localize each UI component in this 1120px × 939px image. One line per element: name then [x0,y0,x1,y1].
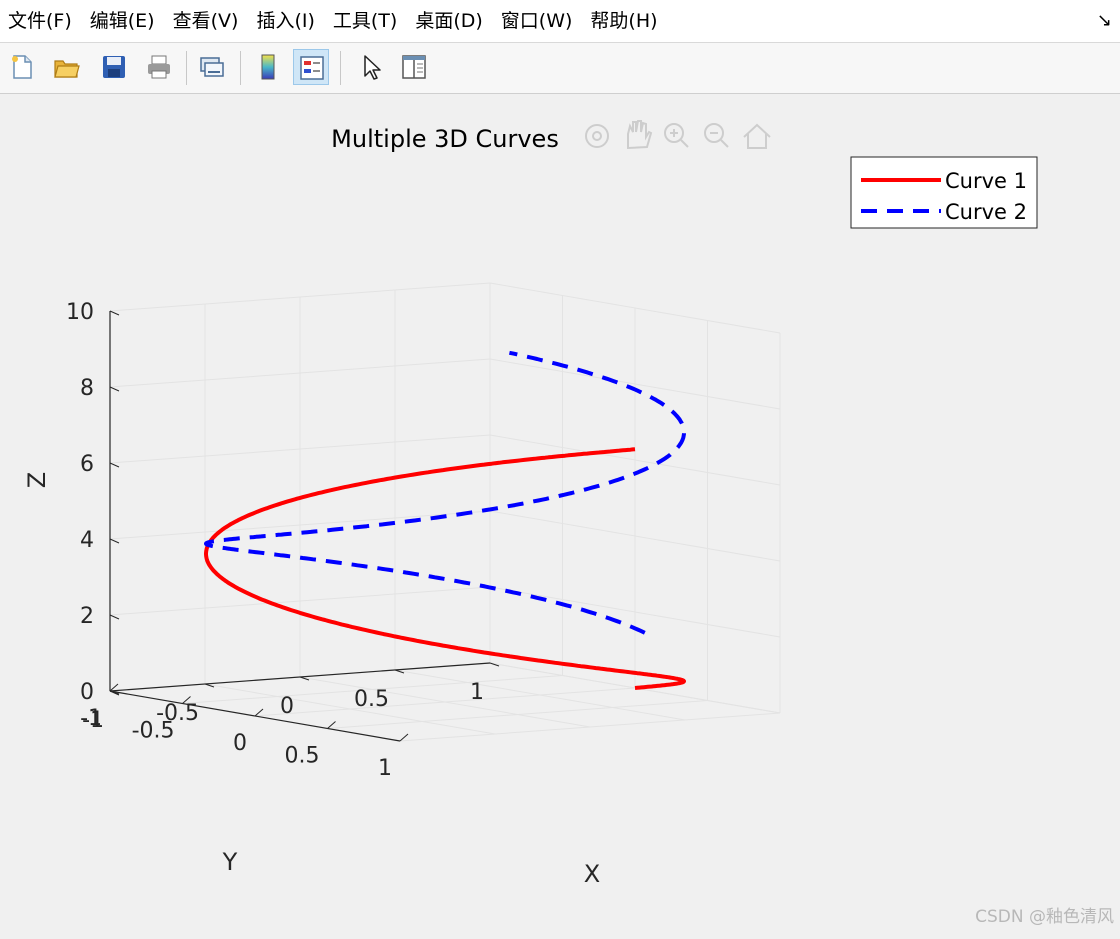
curve-2 [204,350,686,635]
curve-1 [204,447,686,690]
grid-line [109,434,491,464]
y-tick-label: 0.5 [354,687,389,712]
menu-desktop[interactable]: 桌面(D) [415,10,483,32]
y-tick-mark [204,683,215,688]
grid-line [489,282,781,334]
axes-toolbar [585,120,771,150]
grid-line [489,358,781,410]
menu-tools[interactable]: 工具(T) [332,10,398,32]
x-tick-mark [399,733,409,742]
y-tick-mark [299,676,310,681]
toolbar-separator [240,51,241,85]
z-tick-label: 0 [80,680,94,705]
legend-box [850,156,1038,229]
y-tick-label: -0.5 [156,701,199,726]
y-tick-mark [489,662,500,667]
open-file-icon[interactable] [49,49,85,85]
x-tick-label: -0.5 [132,719,175,744]
menu-view[interactable]: 查看(V) [172,10,239,32]
legend-label-curve-1: Curve 1 [945,169,1027,193]
x-tick-label: -1 [80,706,102,731]
grid-line [109,586,491,616]
axes-box [109,310,500,742]
x-tick-mark [109,683,119,692]
z-tick-label: 6 [80,452,94,477]
save-icon[interactable] [96,49,132,85]
grid-line [489,586,781,638]
menu-edit[interactable]: 编辑(E) [89,10,155,32]
x-tick-label: 0.5 [285,744,320,769]
grid-line [489,510,781,562]
chart-title: Multiple 3D Curves [331,125,559,153]
colorbar-icon[interactable] [250,49,286,85]
x-tick-label: 0 [233,731,247,756]
home-icon[interactable] [743,123,771,149]
x-axis-label: X [584,860,600,888]
grid-line [299,676,591,728]
z-tick-label: 10 [66,300,94,325]
z-tick-label: 2 [80,604,94,629]
grid-line [489,434,781,486]
grid-line [109,282,491,312]
figure-toolbar [0,43,1120,94]
grid-line [394,669,686,721]
pan-icon[interactable] [627,120,653,150]
zoom-in-icon[interactable] [664,123,689,148]
watermark: CSDN @釉色清风 [975,907,1114,927]
x-tick-mark [254,708,264,717]
curve-layer [204,350,686,690]
grid-line [204,683,496,735]
z-axis-label: Z [23,472,51,488]
menu-help[interactable]: 帮助(H) [590,10,658,32]
edit-plot-pointer-icon[interactable] [353,49,389,85]
z-tick-mark [109,386,120,392]
z-tick-mark [109,310,120,316]
z-tick-label: 8 [80,376,94,401]
new-figure-icon[interactable] [4,49,40,85]
zoom-out-icon[interactable] [704,123,729,148]
z-tick-mark [109,538,120,544]
z-tick-label: 4 [80,528,94,553]
grid-lines [109,282,781,742]
legend-label-curve-2: Curve 2 [945,200,1027,224]
grid-line [109,358,491,388]
rotate-icon[interactable] [585,124,609,148]
y-axis-label: Y [222,848,238,876]
y-tick-mark [394,669,405,674]
link-plot-icon[interactable] [194,49,230,85]
z-tick-mark [109,462,120,468]
grid-line [109,510,491,540]
z-tick-mark [109,690,120,696]
dock-arrow-icon[interactable]: ↘ [1096,10,1112,31]
menu-bar: 文件(F) 编辑(E) 查看(V) 插入(I) 工具(T) 桌面(D) 窗口(W… [0,0,1120,43]
toolbar-separator [186,51,187,85]
toolbar-separator [340,51,341,85]
menu-insert[interactable]: 插入(I) [256,10,315,32]
property-inspector-icon[interactable] [396,49,432,85]
z-tick-mark [109,614,120,620]
y-tick-label: 0 [280,694,294,719]
x-tick-mark [327,721,336,729]
x-tick-mark [182,696,191,704]
y-tick-label: -1 [82,708,104,733]
legend-icon[interactable] [293,49,329,85]
menu-window[interactable]: 窗口(W) [500,10,573,32]
menu-file[interactable]: 文件(F) [8,10,72,32]
legend[interactable]: Curve 1 Curve 2 [850,156,1038,229]
y-tick-label: 1 [470,680,484,705]
print-icon[interactable] [141,49,177,85]
x-tick-label: 1 [378,756,392,781]
figure-canvas: -1 -0.5 0 0.5 1 -1 -0.5 0 0.5 1 0 2 4 6 8 10 Multiple 3… [0,94,1120,935]
